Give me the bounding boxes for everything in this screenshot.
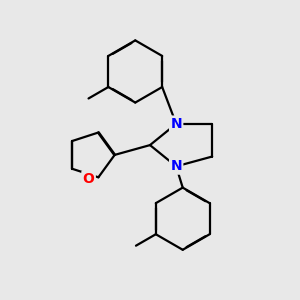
Text: N: N: [170, 117, 182, 131]
Text: N: N: [170, 159, 182, 173]
Text: O: O: [82, 172, 94, 186]
